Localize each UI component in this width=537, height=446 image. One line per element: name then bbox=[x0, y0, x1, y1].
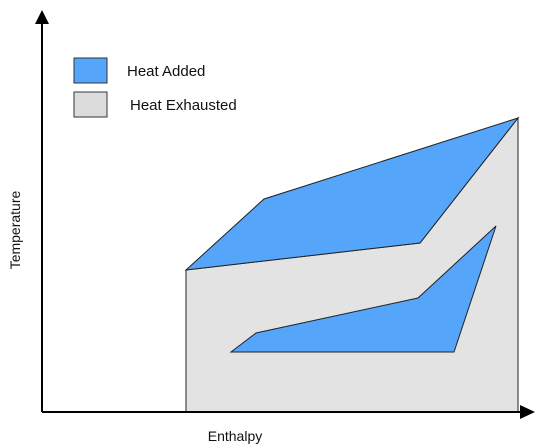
y-axis-arrowhead bbox=[35, 10, 49, 24]
legend-swatch-heat-exhausted bbox=[73, 91, 108, 118]
heat-added-lower-region bbox=[229, 225, 497, 353]
legend-swatch-heat-added bbox=[73, 57, 108, 84]
legend: Heat Added Heat Exhausted bbox=[73, 57, 237, 118]
heat-added-upper-region bbox=[184, 117, 520, 271]
y-axis-label: Temperature bbox=[7, 190, 23, 269]
x-axis-arrowhead bbox=[520, 405, 535, 419]
x-axis-label: Enthalpy bbox=[208, 428, 262, 444]
legend-label-heat-added: Heat Added bbox=[127, 63, 205, 80]
legend-label-heat-exhausted: Heat Exhausted bbox=[130, 97, 237, 114]
